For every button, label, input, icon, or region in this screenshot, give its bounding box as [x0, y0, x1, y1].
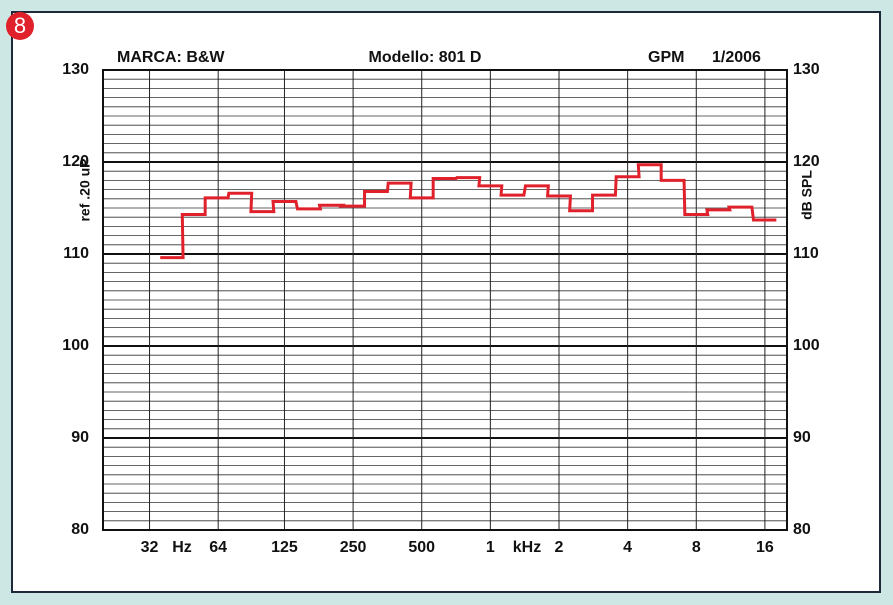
x-tick-label: 500 — [408, 539, 435, 556]
y-label-left: ref .20 uP — [77, 158, 93, 221]
x-tick-label: 64 — [209, 539, 227, 556]
y-tick-label: 90 — [71, 429, 89, 446]
x-tick-label: 250 — [340, 539, 367, 556]
header-left: MARCA: B&W — [117, 49, 225, 66]
panel — [11, 11, 881, 593]
y-tick-label: 110 — [63, 245, 89, 262]
x-unit: Hz — [172, 539, 192, 556]
x-tick-label: 125 — [271, 539, 298, 556]
x-tick-label: 8 — [692, 539, 701, 556]
y-label-right: dB SPL — [799, 170, 815, 220]
y-tick-label: 80 — [793, 521, 811, 538]
response-line — [160, 163, 777, 260]
x-tick-label: 4 — [623, 539, 632, 556]
y-tick-label: 100 — [62, 337, 89, 354]
x-unit: kHz — [513, 539, 541, 556]
header-right: 1/2006 — [712, 49, 761, 66]
x-tick-label: 1 — [486, 539, 495, 556]
y-tick-label: 90 — [793, 429, 811, 446]
y-tick-label: 120 — [62, 153, 89, 170]
x-tick-label: 32 — [141, 539, 159, 556]
y-tick-label: 120 — [793, 153, 820, 170]
y-tick-label: 80 — [71, 521, 89, 538]
x-tick-label: 2 — [555, 539, 564, 556]
x-tick-label: 16 — [756, 539, 774, 556]
y-tick-label: 130 — [62, 61, 89, 78]
badge-circle — [6, 12, 34, 40]
header-right: GPM — [648, 49, 684, 66]
badge: 8 — [14, 13, 26, 38]
y-tick-label: 130 — [793, 61, 820, 78]
header-center: Modello: 801 D — [369, 49, 482, 66]
y-tick-label: 110 — [793, 245, 819, 262]
y-tick-label: 100 — [793, 337, 820, 354]
plot-frame — [102, 69, 788, 531]
